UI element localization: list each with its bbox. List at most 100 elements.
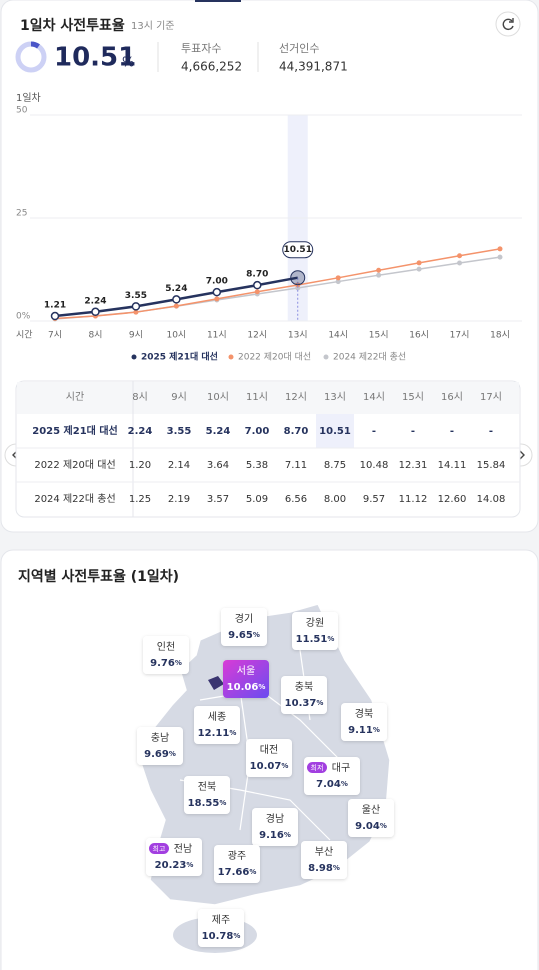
region-label: 충남 9.69% xyxy=(137,727,183,765)
column-header: 8시 xyxy=(132,391,148,403)
cell: 9.57 xyxy=(363,494,385,505)
value-label: 8.70 xyxy=(246,270,268,280)
value: 9.04 xyxy=(355,821,380,832)
region-name: 대전 xyxy=(260,744,278,756)
rate: 10.51 xyxy=(54,43,136,73)
cell: 8.70 xyxy=(284,426,309,437)
unit: % xyxy=(233,932,240,940)
region-name: 전남 xyxy=(174,843,192,855)
cell: 10.48 xyxy=(360,460,389,471)
point xyxy=(376,267,382,273)
region-value: 12.11% xyxy=(198,728,237,739)
value-label: 1.21 xyxy=(44,301,66,311)
cell: - xyxy=(372,426,376,437)
region-label: 경남 9.16% xyxy=(252,808,298,846)
point xyxy=(50,311,60,321)
value: 17.66 xyxy=(218,867,250,878)
y-label: 1일차 xyxy=(16,92,41,104)
cell-highlight xyxy=(316,414,354,448)
value: 10.37 xyxy=(285,698,317,709)
x-tick-label: 11시 xyxy=(207,330,227,341)
region-name: 제주 xyxy=(212,914,230,926)
table-frame xyxy=(15,380,521,518)
region-box xyxy=(252,808,298,846)
point xyxy=(172,295,181,304)
legend-label: 2025 제21대 대선 xyxy=(141,351,218,363)
region-label: 강원 11.51% xyxy=(292,612,338,650)
x-tick-label: 7시 xyxy=(48,330,62,341)
point xyxy=(457,253,463,259)
unit: % xyxy=(258,683,265,691)
column-header: 10시 xyxy=(207,391,229,403)
region-label: 인천 9.76% xyxy=(143,636,189,674)
value: 9.65 xyxy=(228,630,253,641)
cell: 11.12 xyxy=(399,494,428,505)
cell: - xyxy=(489,426,493,437)
value: 18.55 xyxy=(188,798,220,809)
region-box xyxy=(221,608,267,646)
x-tick-label: 15시 xyxy=(369,330,389,341)
column-header: 13시 xyxy=(324,391,346,403)
region-value: 9.69% xyxy=(144,749,176,760)
legend-label: 2024 제22대 총선 xyxy=(333,352,406,363)
title: 1일차 사전투표율 xyxy=(20,17,125,34)
value: 20.23 xyxy=(155,860,187,871)
x-tick-label: 13시 xyxy=(288,330,308,341)
cell: 14.08 xyxy=(477,494,506,505)
region-value: 10.37% xyxy=(285,698,324,709)
value: 10.07 xyxy=(250,761,282,772)
cell: 5.09 xyxy=(246,494,268,505)
x-tick-label: 17시 xyxy=(450,330,470,341)
unit: % xyxy=(249,868,256,876)
region-box xyxy=(198,909,244,947)
table-header-bg xyxy=(17,382,519,414)
cell: 1.20 xyxy=(129,460,151,471)
badge: 최고 xyxy=(153,844,166,853)
point xyxy=(253,280,262,290)
cell: 2.14 xyxy=(168,460,190,471)
stat-value: 4,666,252 xyxy=(181,60,242,74)
cell: 15.84 xyxy=(477,460,506,471)
value-label: 10.51 xyxy=(283,245,311,255)
region-box xyxy=(194,706,240,744)
cell: 12.60 xyxy=(438,494,467,505)
region-value: 10.06% xyxy=(227,682,266,693)
y-tick-label: 0% xyxy=(16,312,31,322)
value: 9.11 xyxy=(348,725,373,736)
legend-label: 2022 제20대 대선 xyxy=(238,352,311,363)
cell: 3.55 xyxy=(167,426,192,437)
column-header: 11시 xyxy=(246,391,268,403)
region-name: 강원 xyxy=(306,617,324,629)
cell: 7.00 xyxy=(245,426,270,437)
region-label: 대전 10.07% xyxy=(246,739,292,777)
region-name: 울산 xyxy=(362,804,380,816)
x-label: 시간 xyxy=(16,330,33,341)
point xyxy=(91,307,100,317)
refresh-button[interactable] xyxy=(495,11,521,37)
value: 12.11 xyxy=(198,728,230,739)
point xyxy=(497,254,503,260)
cell: 7.11 xyxy=(285,460,307,471)
stat-label: 투표자수 xyxy=(181,42,221,55)
unit: % xyxy=(373,726,380,734)
cell: 5.38 xyxy=(246,460,268,471)
region-box xyxy=(281,676,327,714)
region-value: 8.98% xyxy=(308,863,340,874)
region-label: 최저 대구 7.04% xyxy=(304,757,360,795)
region-label: 부산 8.98% xyxy=(301,841,347,879)
unit: % xyxy=(316,699,323,707)
unit: % xyxy=(175,659,182,667)
point xyxy=(254,289,260,295)
value-label-box xyxy=(282,241,314,259)
x-tick-label: 8시 xyxy=(88,330,102,341)
cell: 6.56 xyxy=(285,494,307,505)
unit: % xyxy=(281,762,288,770)
cell: - xyxy=(450,426,454,437)
point xyxy=(335,279,341,285)
region-value: 10.07% xyxy=(250,761,289,772)
point xyxy=(416,266,422,272)
cell: - xyxy=(411,426,415,437)
region-name: 부산 xyxy=(315,846,333,858)
region-value: 7.04% xyxy=(316,779,348,790)
